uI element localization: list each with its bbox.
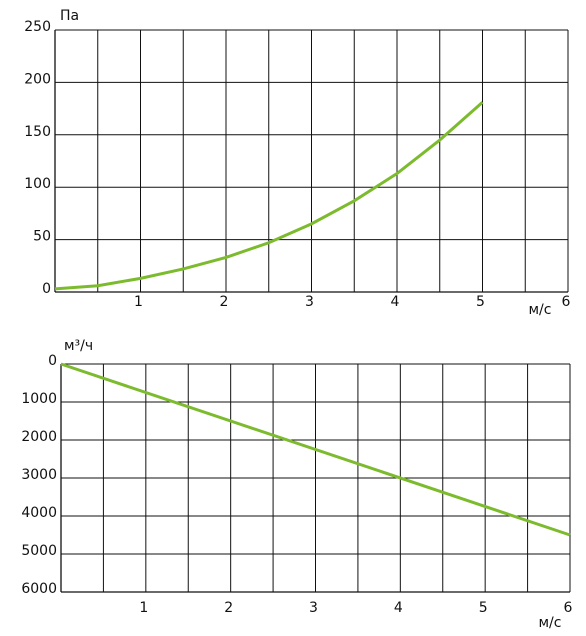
data-line [60, 362, 571, 537]
x-tick-label: 2 [224, 600, 233, 616]
y-tick-label: 5000 [21, 543, 57, 559]
x-tick-label: 4 [391, 294, 400, 310]
data-line [54, 101, 484, 291]
y-tick-label: 250 [24, 19, 51, 35]
x-tick-label: 5 [476, 294, 485, 310]
x-tick-label: 2 [220, 294, 229, 310]
y-tick-label: 2000 [21, 429, 57, 445]
y-tick-label: 50 [33, 229, 51, 245]
x-tick-label: 1 [139, 600, 148, 616]
x-tick-label: 6 [562, 294, 571, 310]
x-axis-label: м/с [529, 302, 552, 318]
y-tick-label: 200 [24, 71, 51, 87]
y-tick-label: 6000 [21, 581, 57, 597]
x-tick-label: 4 [394, 600, 403, 616]
y-tick-label: 0 [42, 281, 51, 297]
x-tick-label: 3 [309, 600, 318, 616]
y-tick-label: 4000 [21, 505, 57, 521]
x-tick-label: 5 [479, 600, 488, 616]
y-tick-label: 1000 [21, 391, 57, 407]
y-tick-label: 100 [24, 176, 51, 192]
y-tick-label: 150 [24, 124, 51, 140]
x-axis-label: м/с [539, 615, 562, 631]
x-tick-label: 3 [305, 294, 314, 310]
y-axis-label: м³/ч [64, 338, 93, 354]
y-tick-label: 3000 [21, 467, 57, 483]
y-axis-label: Па [60, 8, 79, 24]
x-tick-label: 6 [564, 600, 573, 616]
y-tick-label: 0 [48, 353, 57, 369]
x-tick-label: 1 [134, 294, 143, 310]
